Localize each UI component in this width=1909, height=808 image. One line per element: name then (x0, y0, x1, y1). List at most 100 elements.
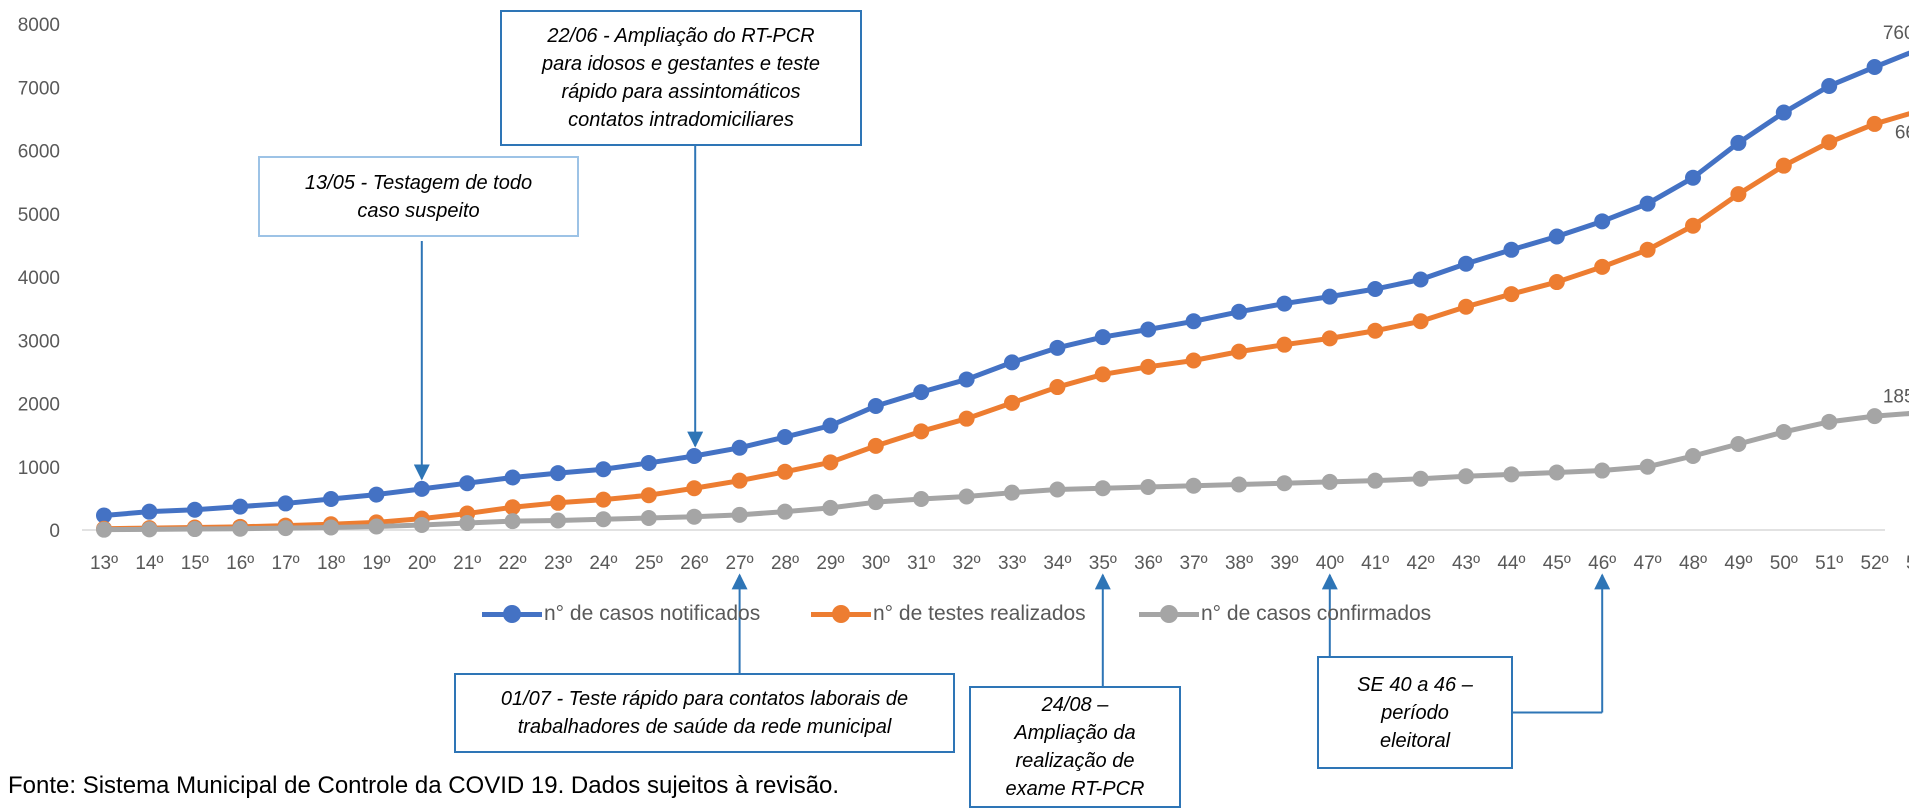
data-point (640, 454, 657, 471)
data-point (1548, 228, 1565, 245)
data-point (777, 429, 793, 446)
source-note: Fonte: Sistema Municipal de Controle da … (8, 772, 840, 799)
end-data-label: 1854 (1883, 387, 1909, 408)
data-point (1185, 477, 1202, 494)
data-point (1412, 470, 1429, 487)
legend-item-notificados: n° de casos notificados (482, 602, 760, 626)
data-point (96, 507, 112, 524)
data-point (1458, 468, 1474, 485)
annotation-ampliacao-rtpcr: 22/06 - Ampliação do RT-PCR para idosos … (500, 10, 862, 146)
data-point (368, 486, 385, 503)
data-point (822, 417, 839, 434)
x-tick-label: 29º (816, 553, 844, 574)
x-tick-label: 30º (862, 553, 890, 574)
data-point (867, 437, 884, 454)
x-tick-label: 52º (1861, 553, 1889, 574)
x-tick-label: 26º (680, 553, 708, 574)
x-tick-label: 16º (226, 553, 254, 574)
y-axis: 0 1000 2000 3000 4000 5000 6000 7000 8000 (18, 15, 60, 542)
data-point (1231, 343, 1247, 360)
data-point (1276, 336, 1293, 353)
data-point (459, 515, 476, 532)
data-point (777, 503, 793, 520)
data-point (731, 472, 748, 489)
data-point (1685, 217, 1701, 234)
x-tick-label: 15º (181, 553, 209, 574)
data-point (413, 480, 430, 497)
x-tick-label: 53º (1906, 553, 1909, 574)
data-point (1594, 213, 1611, 230)
x-tick-label: 27º (726, 553, 754, 574)
data-point (595, 461, 612, 478)
data-point (1367, 322, 1384, 339)
data-point (459, 475, 476, 492)
data-point (1503, 241, 1520, 258)
data-point (1367, 472, 1384, 489)
data-point (822, 454, 839, 471)
x-tick-label: 47º (1634, 553, 1662, 574)
x-tick-label: 33º (998, 553, 1026, 574)
data-point (323, 491, 339, 508)
data-point (1639, 458, 1656, 475)
data-point (186, 521, 203, 538)
annotation-ampliacao-exame: 24/08 – Ampliação da realização de exame… (969, 686, 1181, 808)
data-point (1094, 480, 1111, 497)
data-point (777, 463, 793, 480)
series-layer: 7607 6631 1854 (96, 23, 1909, 538)
x-tick-label: 40º (1316, 553, 1344, 574)
x-tick-label: 21º (453, 553, 481, 574)
legend-swatch-notificados (482, 602, 542, 626)
data-point (1231, 303, 1247, 320)
y-tick-label: 7000 (18, 78, 60, 99)
x-tick-label: 34º (1043, 553, 1071, 574)
data-point (504, 499, 521, 516)
data-point (323, 519, 339, 536)
x-tick-label: 48º (1679, 553, 1707, 574)
data-point (1276, 295, 1293, 312)
data-point (1140, 321, 1157, 338)
data-point (1821, 413, 1838, 430)
data-point (1685, 169, 1701, 186)
data-point (1004, 354, 1020, 371)
annotation-testagem: 13/05 - Testagem de todo caso suspeito (258, 156, 579, 237)
data-point (504, 469, 521, 486)
data-point (141, 503, 158, 520)
data-point (1049, 379, 1066, 396)
data-point (1004, 484, 1020, 501)
data-point (958, 488, 975, 505)
y-tick-label: 2000 (18, 395, 60, 416)
y-tick-label: 0 (49, 521, 60, 542)
end-data-label: 6631 (1895, 123, 1909, 144)
annotation-arrows (413, 146, 1611, 714)
x-tick-label: 24º (589, 553, 617, 574)
data-point (958, 371, 975, 388)
legend-swatch-testes (811, 602, 871, 626)
data-point (1140, 478, 1157, 495)
data-point (1094, 366, 1111, 383)
x-tick-label: 42º (1407, 553, 1435, 574)
x-tick-label: 51º (1815, 553, 1843, 574)
series-line (103, 411, 1909, 533)
x-tick-label: 18º (317, 553, 345, 574)
data-point (1004, 394, 1020, 411)
x-tick-label: 13º (90, 553, 118, 574)
data-point (1185, 313, 1202, 330)
data-point (1049, 339, 1066, 356)
data-point (913, 491, 930, 508)
x-tick-label: 44º (1497, 553, 1525, 574)
data-point (1140, 358, 1157, 375)
y-tick-label: 3000 (18, 331, 60, 352)
x-tick-label: 36º (1134, 553, 1162, 574)
data-point (822, 499, 839, 516)
data-point (1730, 435, 1747, 452)
x-tick-label: 17º (272, 553, 300, 574)
data-point (1639, 195, 1656, 212)
series-line (103, 50, 1909, 518)
data-point (686, 447, 703, 464)
data-point (277, 520, 294, 537)
y-tick-label: 6000 (18, 142, 60, 163)
data-point (1730, 186, 1747, 203)
data-point (550, 494, 566, 511)
data-point (595, 491, 612, 508)
